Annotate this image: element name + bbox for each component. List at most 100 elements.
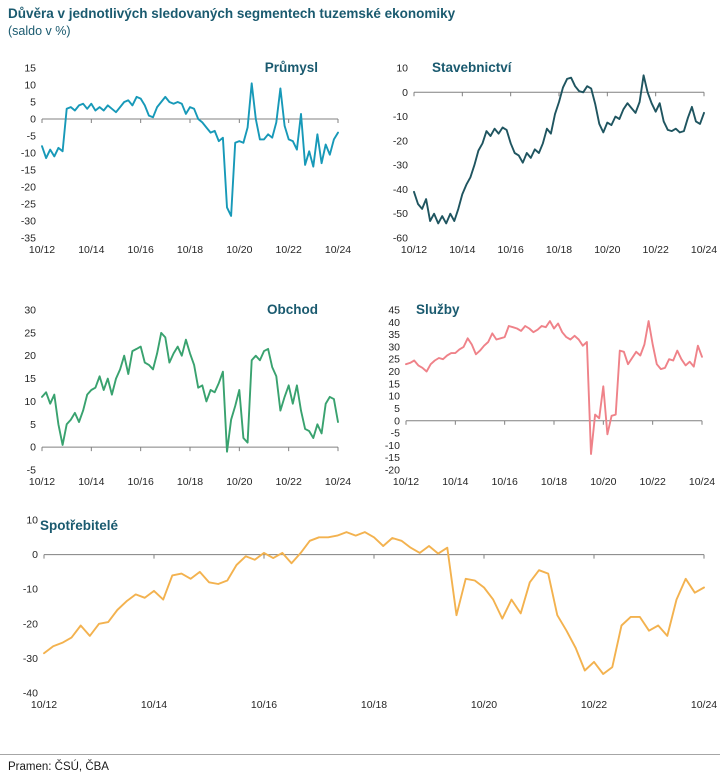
svg-text:10/20: 10/20 — [226, 244, 252, 256]
stavebnictvi-y-axis-labels: 10 0 -10 -20 -30 -40 -50 -60 — [393, 63, 408, 245]
prumysl-x-axis — [41, 118, 339, 123]
svg-text:0: 0 — [394, 415, 400, 427]
svg-text:10/20: 10/20 — [590, 476, 616, 488]
svg-text:-10: -10 — [393, 111, 408, 123]
svg-text:-50: -50 — [393, 208, 408, 220]
svg-text:10/24: 10/24 — [325, 476, 351, 488]
svg-text:10/12: 10/12 — [393, 476, 419, 488]
svg-text:10/16: 10/16 — [251, 699, 277, 711]
svg-text:10/16: 10/16 — [492, 476, 518, 488]
footer-divider — [0, 754, 720, 755]
svg-text:15: 15 — [24, 373, 36, 385]
svg-text:10/16: 10/16 — [128, 476, 154, 488]
svg-text:10/24: 10/24 — [691, 244, 717, 256]
svg-text:-5: -5 — [27, 131, 36, 143]
svg-text:10/18: 10/18 — [177, 244, 203, 256]
svg-text:10/22: 10/22 — [276, 476, 302, 488]
chart-stavebnictvi: Stavebnictví 10 0 -10 -20 -30 -40 -50 -60 10/12 1… — [372, 58, 717, 262]
svg-text:-20: -20 — [21, 182, 36, 194]
svg-text:10: 10 — [24, 80, 36, 92]
chart-prumysl: Průmysl 15 10 5 0 -5 -10 -15 -20 -25 -30 -35 10/12 1… — [6, 58, 351, 262]
svg-text:-30: -30 — [393, 160, 408, 172]
svg-text:10/12: 10/12 — [31, 699, 57, 711]
svg-text:-30: -30 — [21, 216, 36, 228]
svg-text:10/12: 10/12 — [29, 476, 55, 488]
sluzby-series-line — [405, 320, 703, 455]
svg-text:10/24: 10/24 — [689, 476, 715, 488]
sluzby-x-axis — [405, 420, 703, 425]
svg-text:-20: -20 — [23, 618, 38, 630]
svg-text:10/22: 10/22 — [276, 244, 302, 256]
svg-text:10/14: 10/14 — [78, 476, 104, 488]
source-note: Pramen: ČSÚ, ČBA — [8, 761, 109, 773]
svg-text:-5: -5 — [27, 465, 36, 477]
svg-text:20: 20 — [24, 350, 36, 362]
svg-text:10: 10 — [396, 63, 408, 75]
svg-text:10/14: 10/14 — [442, 476, 468, 488]
svg-text:30: 30 — [24, 305, 36, 317]
svg-text:10: 10 — [388, 391, 400, 403]
svg-text:-40: -40 — [393, 184, 408, 196]
chart-spotrebitele: Spotřebitelé 10 0 -10 -20 -30 -40 10/12 10/14 10… — [6, 512, 717, 717]
svg-text:5: 5 — [30, 419, 36, 431]
svg-text:45: 45 — [388, 305, 400, 317]
svg-text:10/18: 10/18 — [541, 476, 567, 488]
svg-text:-10: -10 — [23, 584, 38, 596]
obchod-x-axis — [41, 446, 339, 452]
svg-text:-60: -60 — [393, 233, 408, 245]
svg-text:15: 15 — [24, 63, 36, 75]
svg-text:-5: -5 — [391, 428, 400, 440]
svg-text:10/14: 10/14 — [78, 244, 104, 256]
svg-text:35: 35 — [388, 329, 400, 341]
spotrebitele-x-axis-labels: 10/12 10/14 10/16 10/18 10/20 10/22 10/24 — [31, 699, 717, 711]
svg-text:-10: -10 — [21, 148, 36, 160]
svg-text:10/20: 10/20 — [471, 699, 497, 711]
svg-text:20: 20 — [388, 366, 400, 378]
svg-text:-35: -35 — [21, 233, 36, 245]
svg-text:10/14: 10/14 — [141, 699, 167, 711]
svg-text:40: 40 — [388, 317, 400, 329]
spotrebitele-x-axis — [43, 554, 705, 559]
svg-text:-10: -10 — [385, 440, 400, 452]
svg-text:0: 0 — [30, 114, 36, 126]
svg-text:10: 10 — [24, 396, 36, 408]
stavebnictvi-x-axis — [413, 91, 705, 97]
svg-text:5: 5 — [394, 403, 400, 415]
svg-text:-20: -20 — [385, 465, 400, 477]
svg-text:0: 0 — [32, 549, 38, 561]
stavebnictvi-x-axis-labels: 10/12 10/14 10/16 10/18 10/20 10/22 10/24 — [401, 244, 717, 256]
svg-text:10/16: 10/16 — [128, 244, 154, 256]
svg-text:10/22: 10/22 — [581, 699, 607, 711]
chart-obchod: Obchod 30 25 20 15 10 5 0 -5 10/12 10/14 10/16 10/1… — [6, 298, 351, 494]
svg-text:-30: -30 — [23, 653, 38, 665]
page-title: Důvěra v jednotlivých sledovaných segmen… — [8, 6, 456, 21]
prumysl-x-axis-labels: 10/12 10/14 10/16 10/18 10/20 10/22 10/24 — [29, 244, 351, 256]
svg-text:10/18: 10/18 — [177, 476, 203, 488]
spotrebitele-y-axis-labels: 10 0 -10 -20 -30 -40 — [23, 515, 38, 700]
svg-text:10: 10 — [26, 515, 38, 527]
svg-text:0: 0 — [30, 442, 36, 454]
svg-text:-15: -15 — [21, 165, 36, 177]
prumysl-y-axis-labels: 15 10 5 0 -5 -10 -15 -20 -25 -30 -35 — [21, 63, 36, 245]
svg-text:10/22: 10/22 — [643, 244, 669, 256]
page-subtitle: (saldo v %) — [8, 24, 71, 38]
svg-text:10/12: 10/12 — [401, 244, 427, 256]
svg-text:25: 25 — [388, 354, 400, 366]
svg-text:10/22: 10/22 — [640, 476, 666, 488]
obchod-series-line — [41, 331, 339, 453]
svg-text:5: 5 — [30, 97, 36, 109]
prumysl-series-line — [41, 82, 339, 217]
sluzby-x-axis-labels: 10/12 10/14 10/16 10/18 10/20 10/22 10/24 — [393, 476, 715, 488]
svg-text:-40: -40 — [23, 688, 38, 700]
obchod-y-axis-labels: 30 25 20 15 10 5 0 -5 — [24, 305, 36, 477]
svg-text:10/18: 10/18 — [546, 244, 572, 256]
svg-text:10/14: 10/14 — [449, 244, 475, 256]
stavebnictvi-series-line — [413, 74, 705, 225]
svg-text:0: 0 — [402, 87, 408, 99]
